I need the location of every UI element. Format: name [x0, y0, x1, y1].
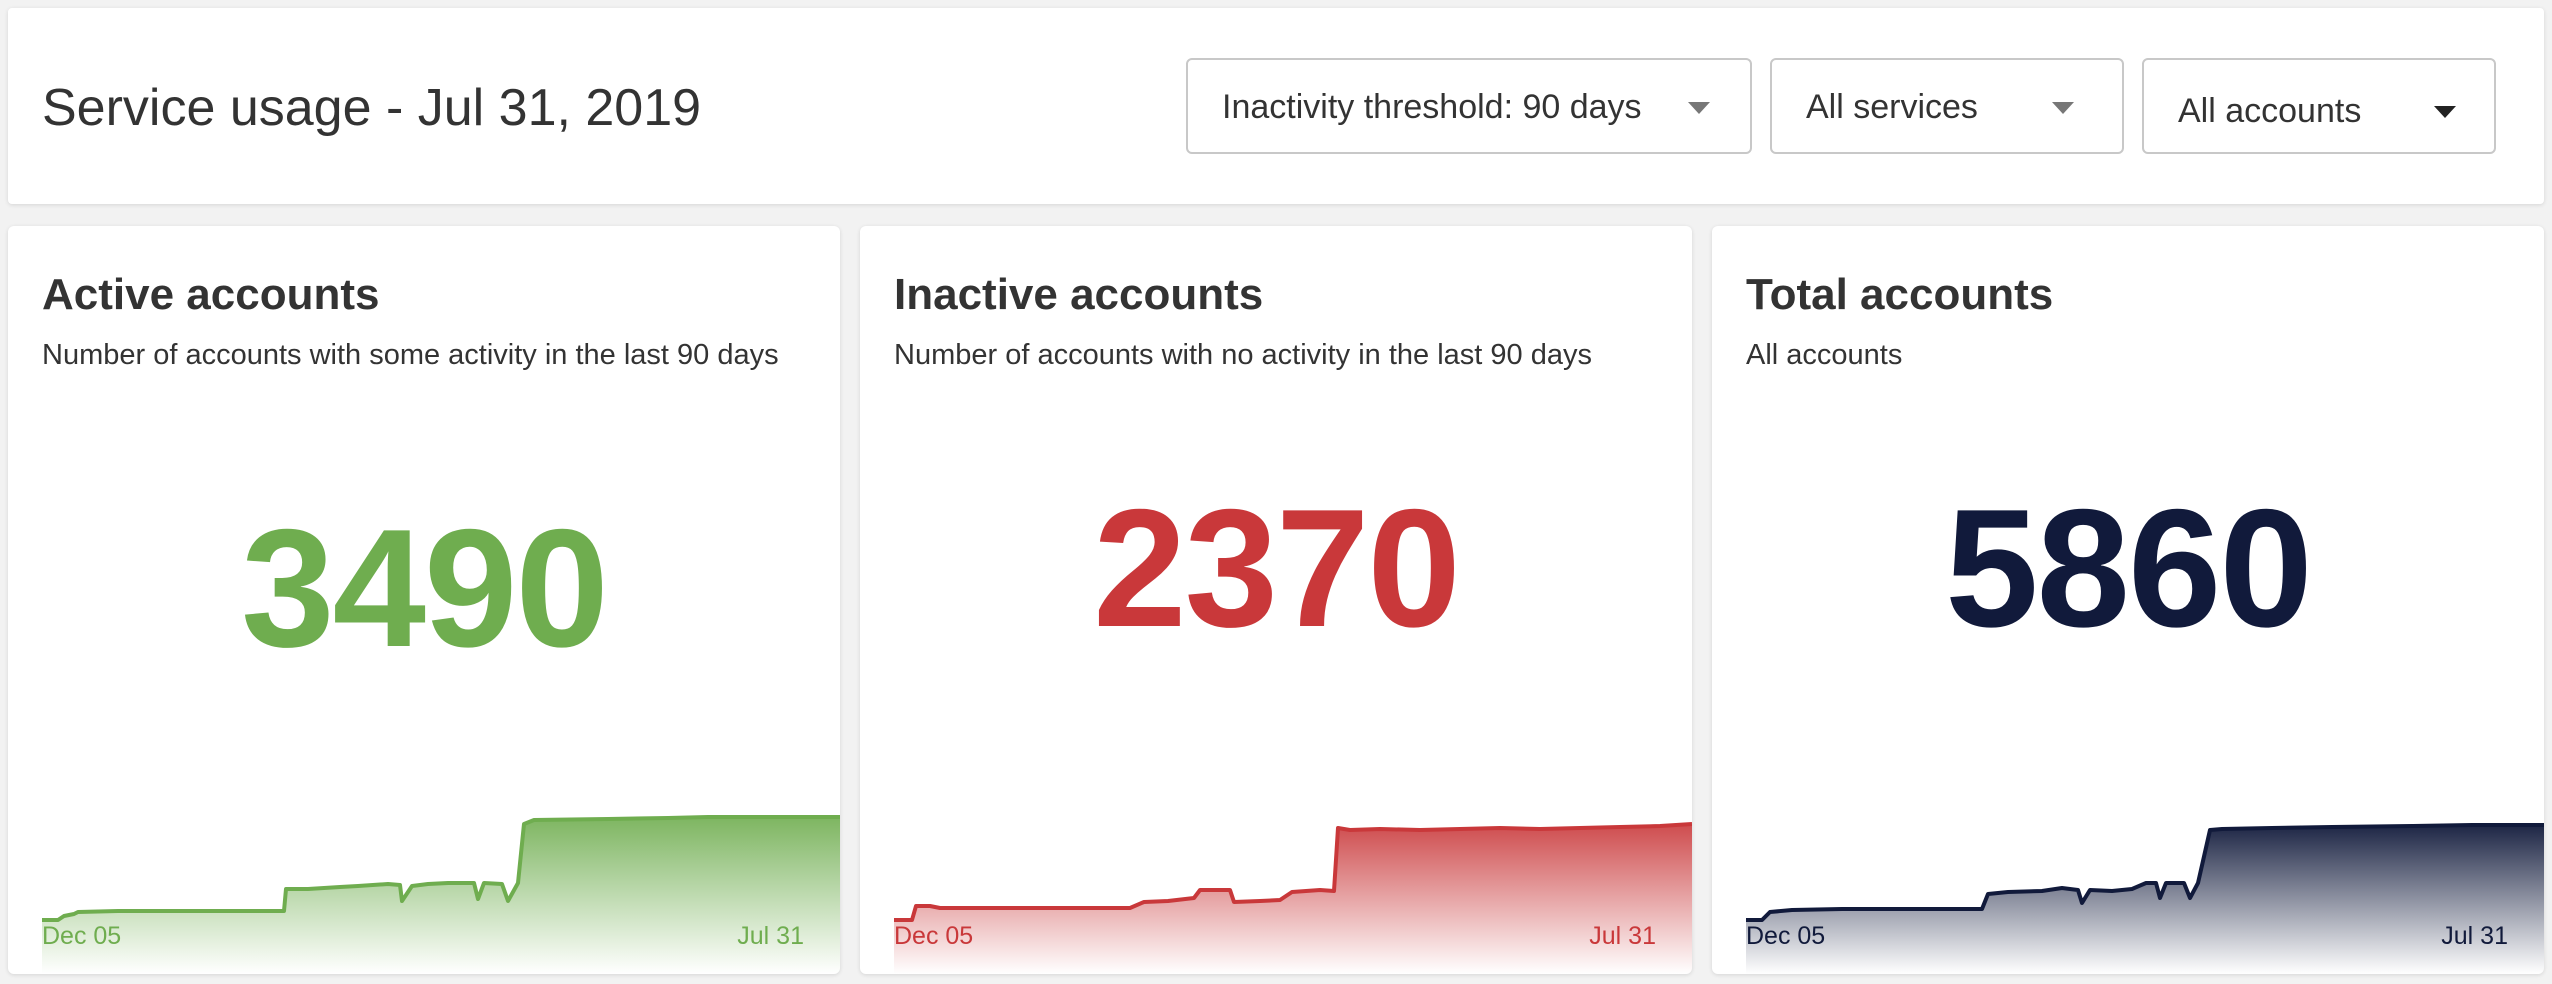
metric-value: 2370	[1093, 474, 1461, 662]
inactivity-threshold-dropdown[interactable]: Inactivity threshold: 90 days	[1186, 58, 1752, 154]
card-description: Number of accounts with no activity in t…	[894, 339, 1592, 371]
sparkline-line	[1746, 823, 2544, 922]
card-inactive-accounts: Inactive accounts Number of accounts wit…	[860, 226, 1692, 974]
caret-down-icon	[1688, 102, 1710, 114]
chart-start-date: Dec 05	[1746, 922, 1826, 950]
accounts-dropdown[interactable]: All accounts	[2142, 58, 2496, 154]
sparkline-line	[894, 822, 1692, 922]
metric-value: 3490	[241, 494, 609, 682]
caret-down-icon	[2434, 106, 2456, 118]
chart-end-date: Jul 31	[2441, 922, 2508, 950]
card-description: Number of accounts with some activity in…	[42, 339, 779, 371]
chart-end-date: Jul 31	[737, 922, 804, 950]
page-title: Service usage - Jul 31, 2019	[42, 79, 702, 137]
chart-start-date: Dec 05	[894, 922, 974, 950]
sparkline-area	[42, 817, 840, 974]
caret-down-icon	[2052, 102, 2074, 114]
sparkline-chart	[42, 815, 840, 974]
chart-end-date: Jul 31	[1589, 922, 1656, 950]
chart-start-date: Dec 05	[42, 922, 122, 950]
inactivity-threshold-label: Inactivity threshold: 90 days	[1222, 88, 1642, 126]
sparkline-area	[1746, 825, 2544, 974]
sparkline-chart	[894, 822, 1692, 974]
sparkline-area	[894, 824, 1692, 974]
sparkline-line	[42, 815, 840, 922]
card-active-accounts: Active accounts Number of accounts with …	[8, 226, 840, 974]
card-total-accounts: Total accounts All accounts 5860 Dec 05 …	[1712, 226, 2544, 974]
card-title: Active accounts	[42, 270, 380, 319]
sparkline-chart	[1746, 823, 2544, 974]
card-title: Inactive accounts	[894, 270, 1264, 319]
services-dropdown[interactable]: All services	[1770, 58, 2124, 154]
services-label: All services	[1806, 88, 1978, 126]
metric-value: 5860	[1945, 474, 2313, 662]
page-header: Service usage - Jul 31, 2019 Inactivity …	[8, 8, 2544, 204]
card-title: Total accounts	[1746, 270, 2054, 319]
card-description: All accounts	[1746, 339, 1903, 371]
accounts-label: All accounts	[2178, 92, 2362, 130]
